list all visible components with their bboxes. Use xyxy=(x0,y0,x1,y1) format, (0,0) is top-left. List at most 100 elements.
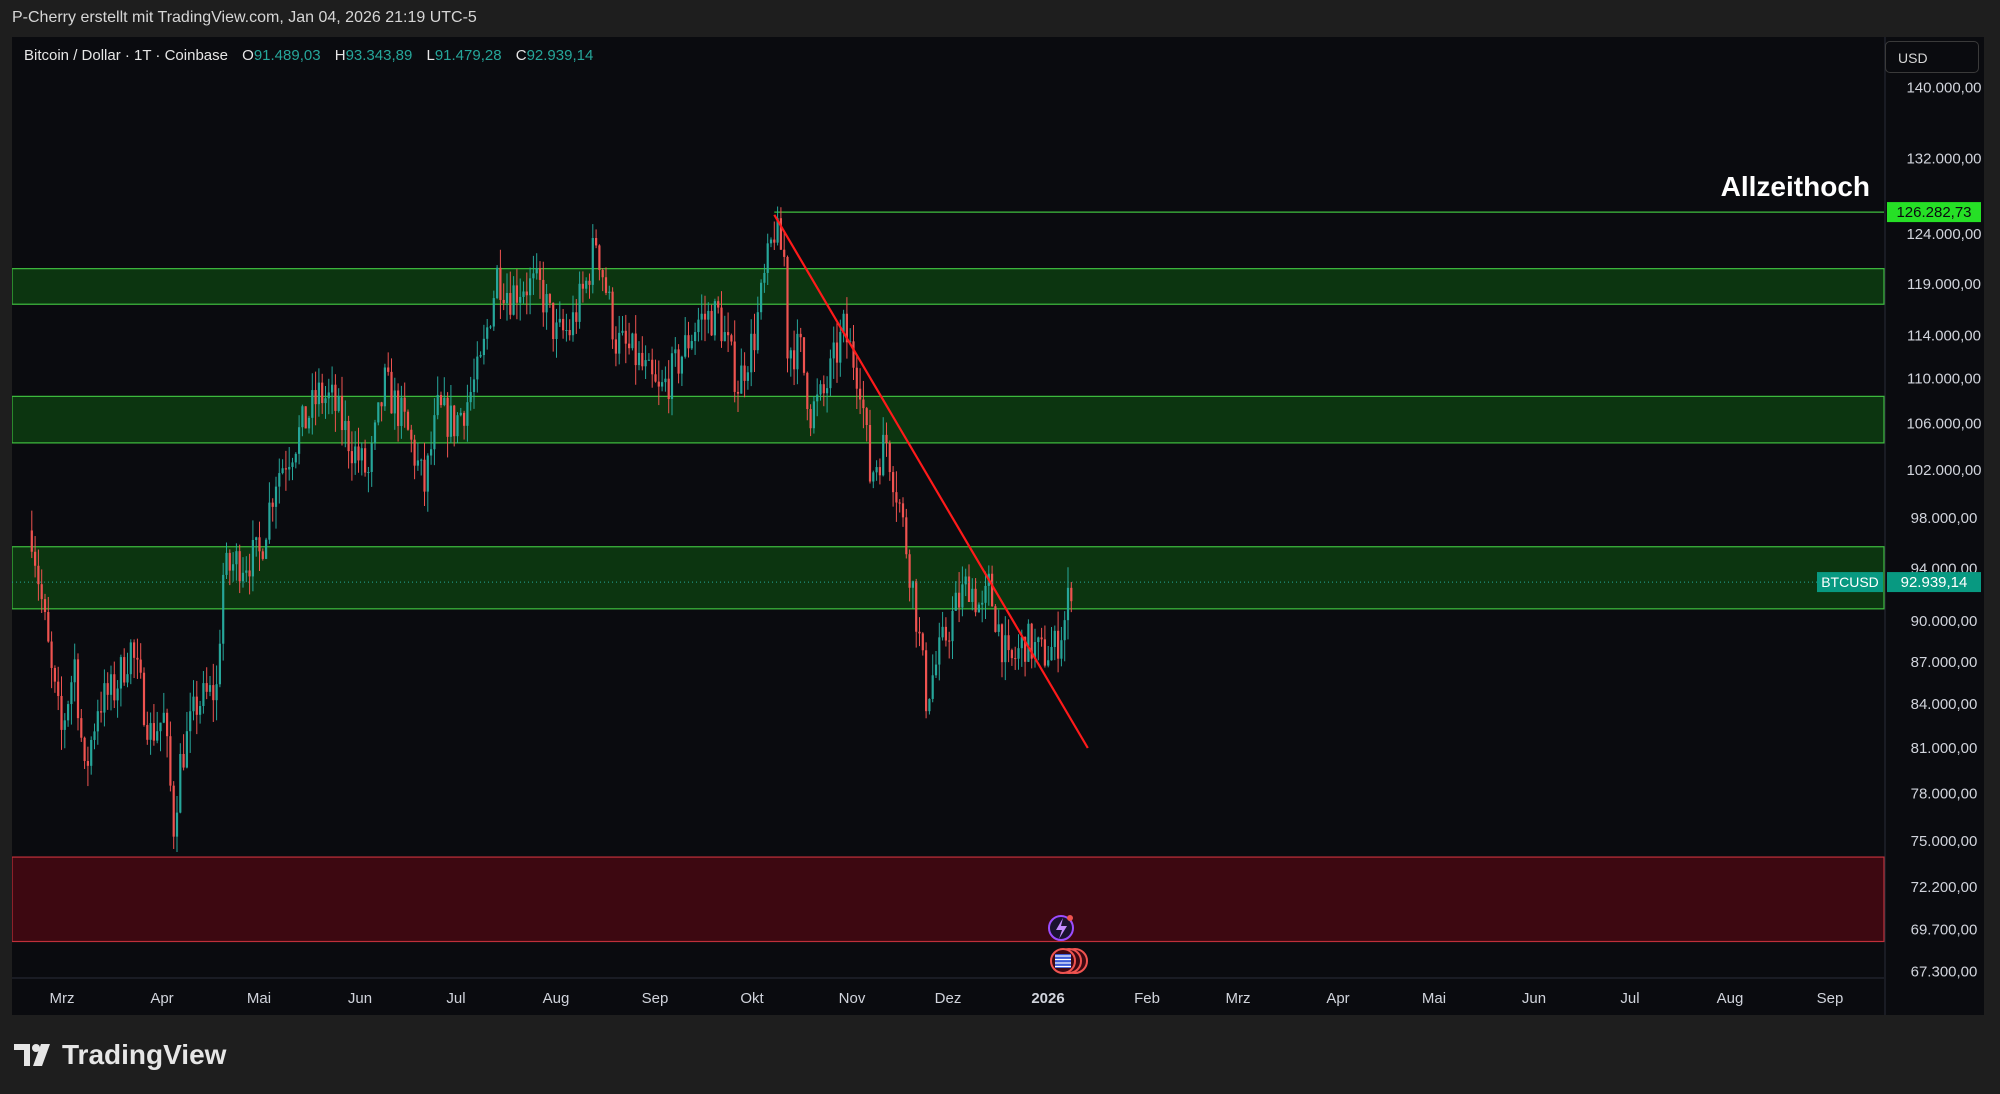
candle-body xyxy=(387,367,390,372)
candle-body xyxy=(433,415,436,450)
candle-body xyxy=(86,761,89,766)
candle-body xyxy=(449,405,452,437)
y-tick-label: 90.000,00 xyxy=(1911,613,1978,630)
candle-body xyxy=(898,502,901,504)
candle-body xyxy=(182,753,185,768)
candle-body xyxy=(687,335,690,349)
currency-selector[interactable]: USD xyxy=(1885,41,1979,73)
x-tick-label: Apr xyxy=(150,990,173,1007)
candle-body xyxy=(189,711,192,732)
candle-body xyxy=(380,402,383,407)
candle-body xyxy=(469,392,472,403)
candle-body xyxy=(390,371,393,414)
candle-body xyxy=(251,539,254,577)
price-chart[interactable]: 140.000,00 132.000,00 124.000,00 119.000,00… xyxy=(12,37,1984,1015)
y-tick-label: 140.000,00 xyxy=(1906,80,1981,97)
candle-body xyxy=(476,356,479,380)
candle-body xyxy=(1000,624,1004,663)
candle-body xyxy=(604,277,608,293)
legend-open-label: O xyxy=(242,47,254,64)
candle-body xyxy=(169,736,172,786)
legend-close-label: C xyxy=(515,47,527,64)
candle-body xyxy=(991,573,994,607)
candle-body xyxy=(357,446,360,461)
us-flag-icon xyxy=(1055,954,1071,968)
candle-body xyxy=(123,657,126,683)
candle-body xyxy=(482,338,485,356)
x-tick-label: Mrz xyxy=(1226,990,1251,1007)
candle-body xyxy=(100,711,103,713)
candle-body xyxy=(258,537,261,552)
candle-body xyxy=(311,390,314,418)
candle-body xyxy=(192,696,195,712)
candle-body xyxy=(981,602,984,605)
candle-body xyxy=(519,296,522,303)
candle-body xyxy=(139,659,142,673)
candle-body xyxy=(700,313,703,320)
candle-body xyxy=(654,374,657,382)
candle-body xyxy=(931,675,934,699)
candle-body xyxy=(430,449,433,456)
candle-body xyxy=(948,640,951,642)
candle-body xyxy=(30,530,33,552)
candle-body xyxy=(928,698,931,712)
candle-body xyxy=(261,551,264,559)
candle-body xyxy=(241,572,245,582)
candle-body xyxy=(611,291,614,340)
candle-body xyxy=(446,397,449,437)
candle-body xyxy=(964,576,967,585)
candle-body xyxy=(208,685,212,692)
candle-body xyxy=(255,537,258,540)
candle-body xyxy=(1027,623,1030,662)
candle-body xyxy=(420,459,423,461)
candle-body xyxy=(1070,587,1073,602)
candle-body xyxy=(1063,620,1066,641)
candle-body xyxy=(172,785,175,837)
candle-body xyxy=(364,448,367,473)
candle-body xyxy=(406,411,410,430)
candle-body xyxy=(238,551,241,582)
candle-body xyxy=(736,391,740,394)
candle-body xyxy=(578,283,581,322)
candle-body xyxy=(373,422,377,444)
current-price-label-bg xyxy=(1887,572,1981,593)
candle-body xyxy=(410,429,413,440)
candle-body xyxy=(83,737,86,762)
candle-body xyxy=(152,723,155,741)
candle-body xyxy=(859,388,862,400)
candle-body xyxy=(228,552,231,571)
candle-body xyxy=(921,633,924,651)
candle-body xyxy=(756,312,759,351)
y-tick-label: 110.000,00 xyxy=(1907,371,1981,388)
y-tick-label: 124.000,00 xyxy=(1906,226,1981,243)
candle-body xyxy=(218,643,221,685)
candle-body xyxy=(53,667,56,682)
candle-body xyxy=(288,466,291,470)
candle-body xyxy=(677,349,680,374)
candle-body xyxy=(888,442,891,473)
candle-body xyxy=(159,722,162,732)
candle-body xyxy=(274,486,278,507)
legend-open-value: 91.489,03 xyxy=(253,47,321,64)
candle-body xyxy=(486,327,489,339)
chart-frame[interactable]: 140.000,00 132.000,00 124.000,00 119.000,00… xyxy=(12,37,1984,1015)
candle-body xyxy=(822,384,825,394)
candle-body xyxy=(802,337,806,373)
zone-1 xyxy=(12,395,1885,444)
candle-body xyxy=(812,401,815,429)
candle-body xyxy=(360,448,363,461)
candle-body xyxy=(832,342,835,359)
x-tick-label: Jul xyxy=(1620,990,1639,1007)
candle-body xyxy=(598,245,601,271)
candle-body xyxy=(727,332,730,336)
y-tick-label: 81.000,00 xyxy=(1911,740,1978,757)
candle-body xyxy=(367,471,370,473)
candle-body xyxy=(789,350,792,359)
candle-body xyxy=(1066,587,1070,621)
x-tick-label: Jun xyxy=(1522,990,1546,1007)
x-tick-label: Nov xyxy=(839,990,866,1007)
candle-body xyxy=(746,372,749,381)
candle-body xyxy=(426,455,429,492)
candle-body xyxy=(644,360,647,367)
candle-body xyxy=(865,408,868,426)
